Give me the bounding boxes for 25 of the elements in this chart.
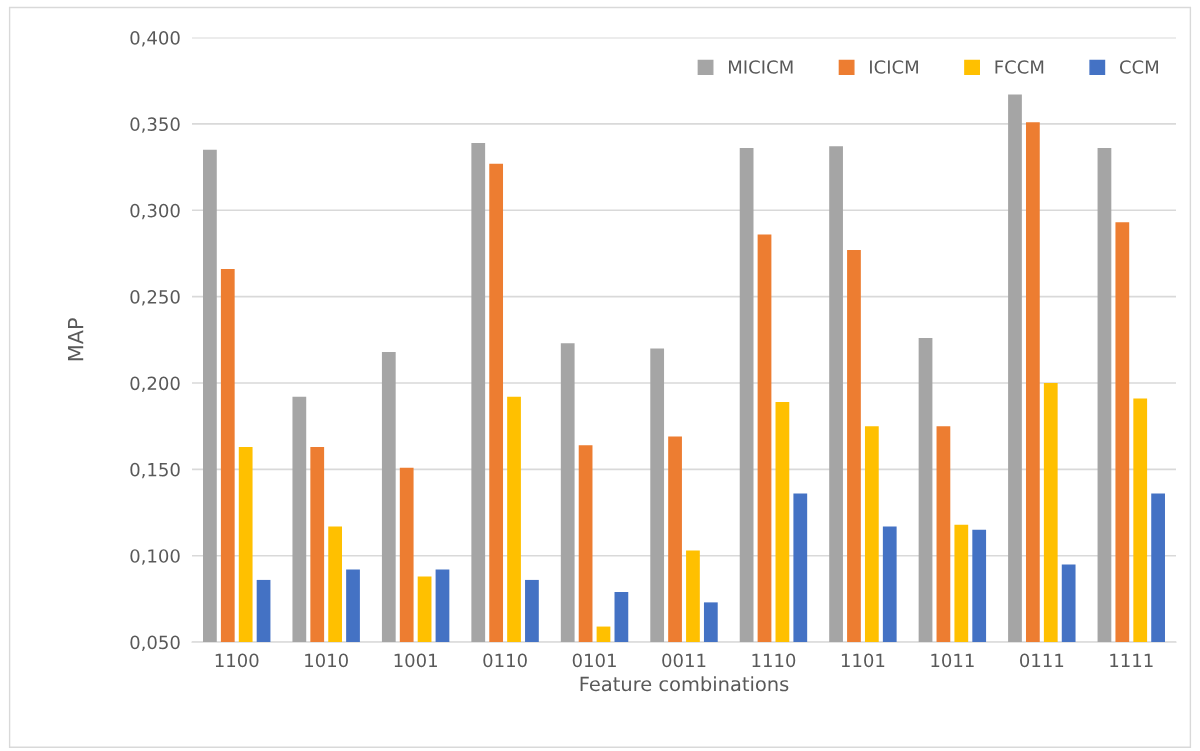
x-tick-label: 1101 [841, 653, 885, 668]
x-axis-title: Feature combinations [580, 676, 789, 692]
y-tick-label: 0,100 [130, 549, 180, 565]
x-tick-label: 1111 [1110, 653, 1153, 667]
x-tick-label: 0111 [1020, 653, 1064, 668]
x-tick-label: 0101 [572, 653, 616, 668]
x-tick-label: 0110 [483, 653, 527, 668]
legend-label: ICICM [870, 60, 918, 74]
y-tick-label: 0,300 [130, 203, 180, 220]
x-tick-label: 0011 [662, 653, 706, 668]
y-tick-label: 0,400 [130, 31, 180, 47]
legend-label: FCCM [995, 60, 1044, 74]
x-tick-label: 1001 [394, 653, 437, 668]
x-tick-label: 1011 [931, 653, 974, 668]
y-axis-title: MAP [68, 318, 84, 361]
x-tick-label: 1010 [305, 653, 348, 668]
legend-label: MICICM [728, 60, 793, 74]
y-tick-label: 0,150 [130, 462, 180, 479]
y-tick-label: 0,250 [130, 290, 180, 306]
x-tick-label: 1110 [752, 653, 796, 668]
y-tick-label: 0,200 [130, 376, 180, 392]
y-tick-label: 0,350 [130, 117, 180, 133]
y-tick-label: 0,050 [130, 635, 180, 652]
x-tick-label: 1100 [215, 653, 259, 668]
legend-label: CCM [1119, 60, 1158, 74]
